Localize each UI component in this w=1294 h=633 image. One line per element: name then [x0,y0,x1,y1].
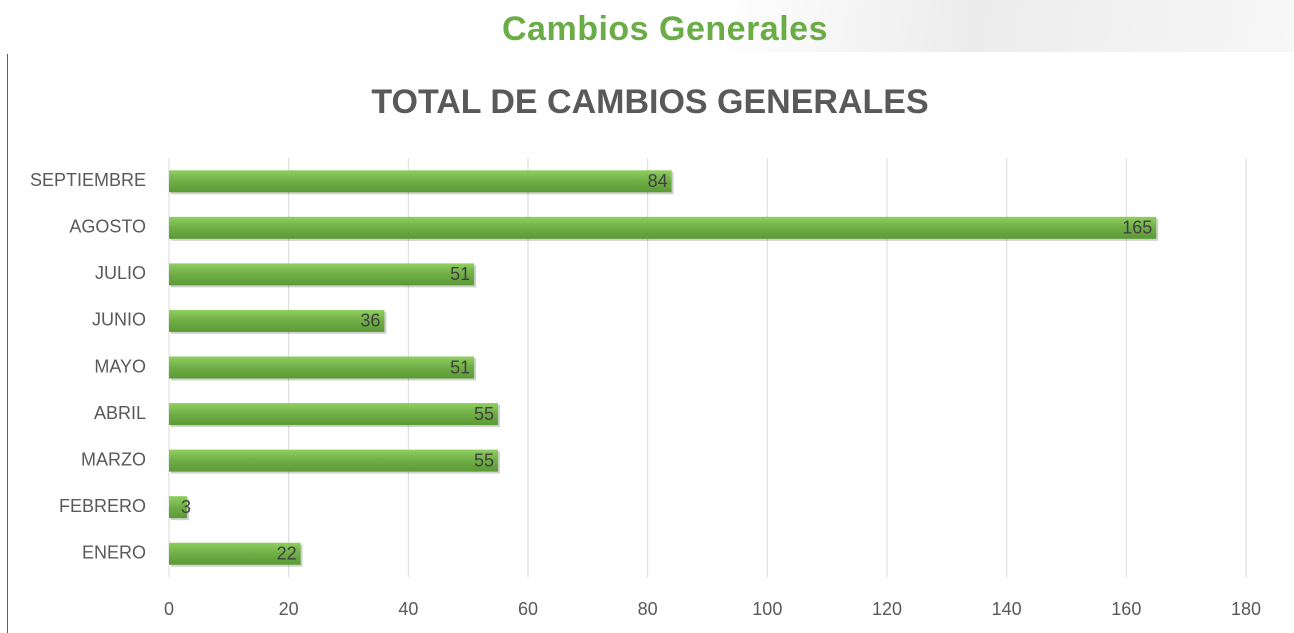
bar [169,309,385,332]
y-tick-label: ENERO [82,542,146,562]
x-tick-label: 40 [398,599,418,619]
left-rule [7,54,8,633]
x-tick-label: 80 [638,599,658,619]
data-label: 51 [450,264,470,284]
y-tick-label: SEPTIEMBRE [30,170,146,190]
bar [169,542,301,565]
x-tick-label: 160 [1111,599,1141,619]
data-label: 51 [450,357,470,377]
bar [169,496,187,519]
x-tick-label: 180 [1231,599,1261,619]
y-tick-label: MARZO [81,449,146,469]
data-label: 165 [1122,218,1152,238]
data-label: 22 [277,543,297,563]
chart-title: TOTAL DE CAMBIOS GENERALES [371,83,928,121]
data-label: 55 [474,450,494,470]
page-title: Cambios Generales [502,10,828,48]
data-label: 36 [360,311,380,331]
data-label: 84 [648,171,668,191]
bar [169,449,499,472]
data-label: 3 [181,497,191,517]
y-tick-label: FEBRERO [59,496,146,516]
x-tick-label: 20 [279,599,299,619]
x-tick-label: 0 [164,599,174,619]
bar [169,216,1157,239]
data-label: 55 [474,404,494,424]
bar [169,356,475,379]
header-band [0,0,1294,52]
bar [169,170,672,193]
x-tick-label: 100 [752,599,782,619]
y-tick-label: AGOSTO [69,217,146,237]
bar [169,403,499,426]
y-tick-label: JUNIO [92,310,146,330]
bar [169,263,475,286]
x-tick-label: 60 [518,599,538,619]
y-tick-label: MAYO [94,356,146,376]
x-tick-label: 120 [872,599,902,619]
x-tick-label: 140 [992,599,1022,619]
y-tick-label: JULIO [95,263,146,283]
y-tick-label: ABRIL [94,403,146,423]
